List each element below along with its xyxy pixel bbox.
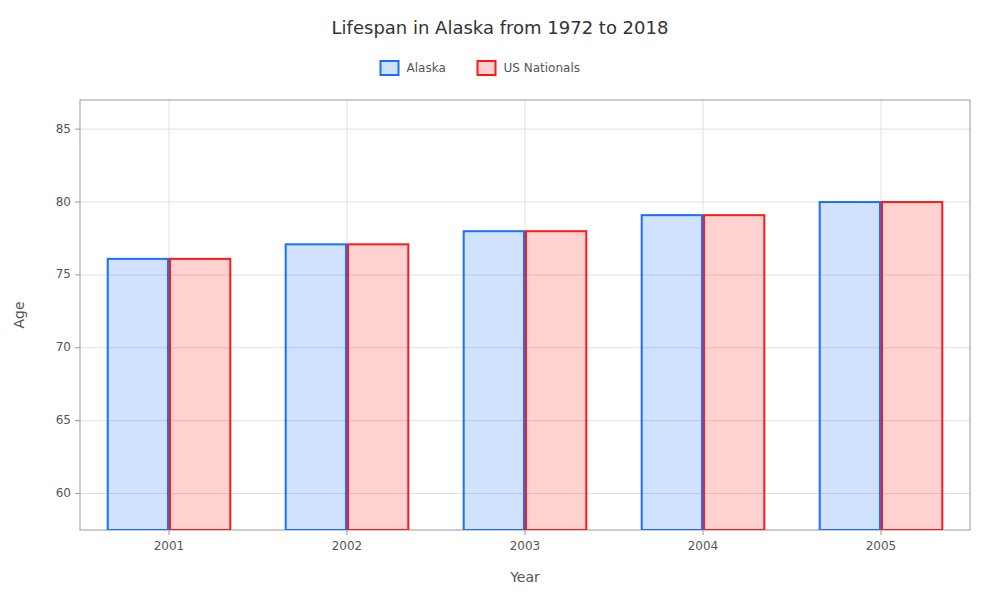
x-tick-label: 2001	[154, 539, 185, 553]
y-tick-label: 80	[56, 195, 71, 209]
x-tick	[703, 530, 704, 535]
y-tick-label: 85	[56, 122, 71, 136]
y-tick	[75, 202, 80, 203]
y-tick	[75, 274, 80, 275]
bar	[820, 202, 880, 530]
bar	[286, 244, 346, 530]
plot-frame	[80, 100, 970, 530]
y-tick	[75, 493, 80, 494]
x-tick-label: 2003	[510, 539, 541, 553]
bar	[704, 215, 764, 530]
bar	[348, 244, 408, 530]
y-tick	[75, 129, 80, 130]
x-tick	[347, 530, 348, 535]
x-axis: 2001 2002 2003 2004 2005	[154, 530, 897, 553]
legend-label: US Nationals	[504, 61, 580, 75]
legend-swatch	[478, 61, 496, 75]
x-tick	[169, 530, 170, 535]
x-axis-label: Year	[509, 569, 540, 585]
y-tick-label: 75	[56, 267, 71, 281]
y-tick	[75, 347, 80, 348]
bar	[526, 231, 586, 530]
bar	[464, 231, 524, 530]
x-tick	[525, 530, 526, 535]
legend: Alaska US Nationals	[381, 61, 580, 76]
bar	[882, 202, 942, 530]
y-axis-label: Age	[11, 301, 27, 328]
bar	[108, 259, 168, 530]
legend-label: Alaska	[407, 61, 446, 75]
title: Lifespan in Alaska from 1972 to 2018	[332, 17, 669, 38]
legend-swatch	[381, 61, 399, 75]
chart-container: 60 65 70 75 80 85 2001 2002 2003 2004 2005 Year Age L…	[0, 0, 1000, 600]
x-tick-label: 2005	[866, 539, 897, 553]
grid	[80, 100, 970, 530]
bar	[170, 259, 230, 530]
x-tick-label: 2004	[688, 539, 719, 553]
x-tick	[881, 530, 882, 535]
bar	[642, 215, 702, 530]
y-tick-label: 70	[56, 340, 71, 354]
y-axis: 60 65 70 75 80 85	[56, 122, 80, 500]
bars	[108, 202, 943, 530]
x-tick-label: 2002	[332, 539, 363, 553]
y-tick	[75, 420, 80, 421]
chart-svg: 60 65 70 75 80 85 2001 2002 2003 2004 2005 Year Age L…	[0, 0, 1000, 600]
y-tick-label: 60	[56, 486, 71, 500]
y-tick-label: 65	[56, 413, 71, 427]
